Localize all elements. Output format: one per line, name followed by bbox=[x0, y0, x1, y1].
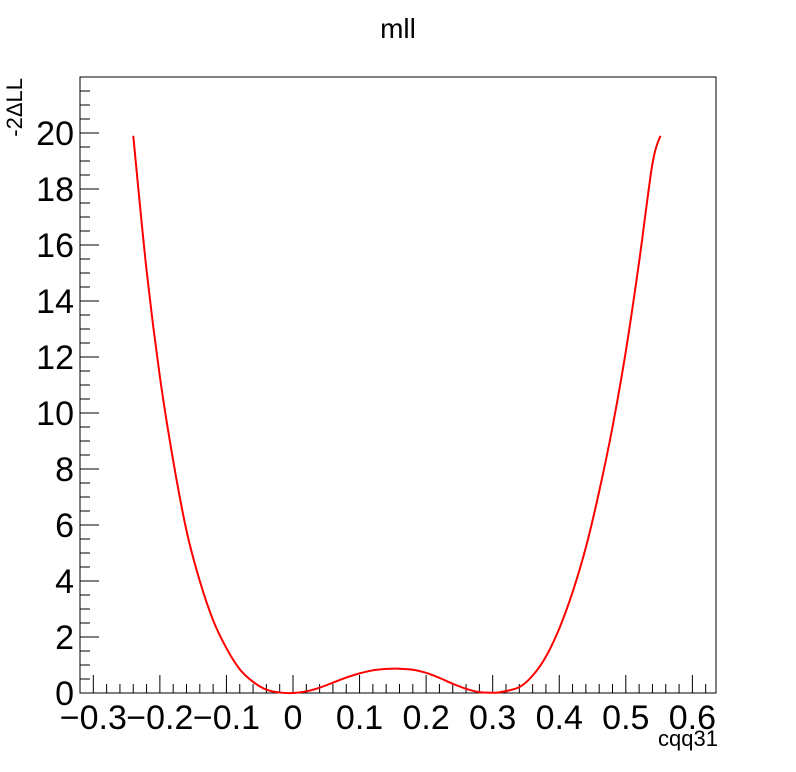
x-axis-title: cqq31 bbox=[658, 726, 718, 751]
x-tick-label: 0 bbox=[284, 699, 303, 737]
x-tick-label: 0.5 bbox=[602, 699, 649, 737]
y-axis-title: -2ΔLL bbox=[2, 78, 27, 137]
y-tick-label: 14 bbox=[36, 283, 74, 321]
y-tick-label: 12 bbox=[36, 339, 74, 377]
x-tick-label: 0.3 bbox=[469, 699, 516, 737]
y-tick-label: 10 bbox=[36, 395, 74, 433]
y-tick-label: 6 bbox=[55, 507, 74, 545]
y-tick-label: 8 bbox=[55, 451, 74, 489]
x-tick-label: −0.1 bbox=[193, 699, 260, 737]
y-tick-label: 18 bbox=[36, 171, 74, 209]
chart-title: mll bbox=[380, 13, 416, 44]
y-tick-label: 20 bbox=[36, 115, 74, 153]
x-tick-label: 0.4 bbox=[536, 699, 583, 737]
x-tick-label: 0.2 bbox=[402, 699, 449, 737]
x-axis: −0.3 −0.2 −0.1 0 0.1 0.2 0.3 0.4 0.5 0.6 bbox=[60, 675, 716, 737]
y-tick-label: 16 bbox=[36, 227, 74, 265]
x-tick-label: −0.2 bbox=[126, 699, 193, 737]
y-axis: 0 2 4 6 8 10 12 14 16 18 20 bbox=[36, 77, 99, 713]
y-tick-label: 2 bbox=[55, 619, 74, 657]
y-tick-label: 4 bbox=[55, 563, 74, 601]
series-line bbox=[133, 136, 660, 693]
y-tick-label: 0 bbox=[55, 675, 74, 713]
x-tick-label: 0.1 bbox=[336, 699, 383, 737]
